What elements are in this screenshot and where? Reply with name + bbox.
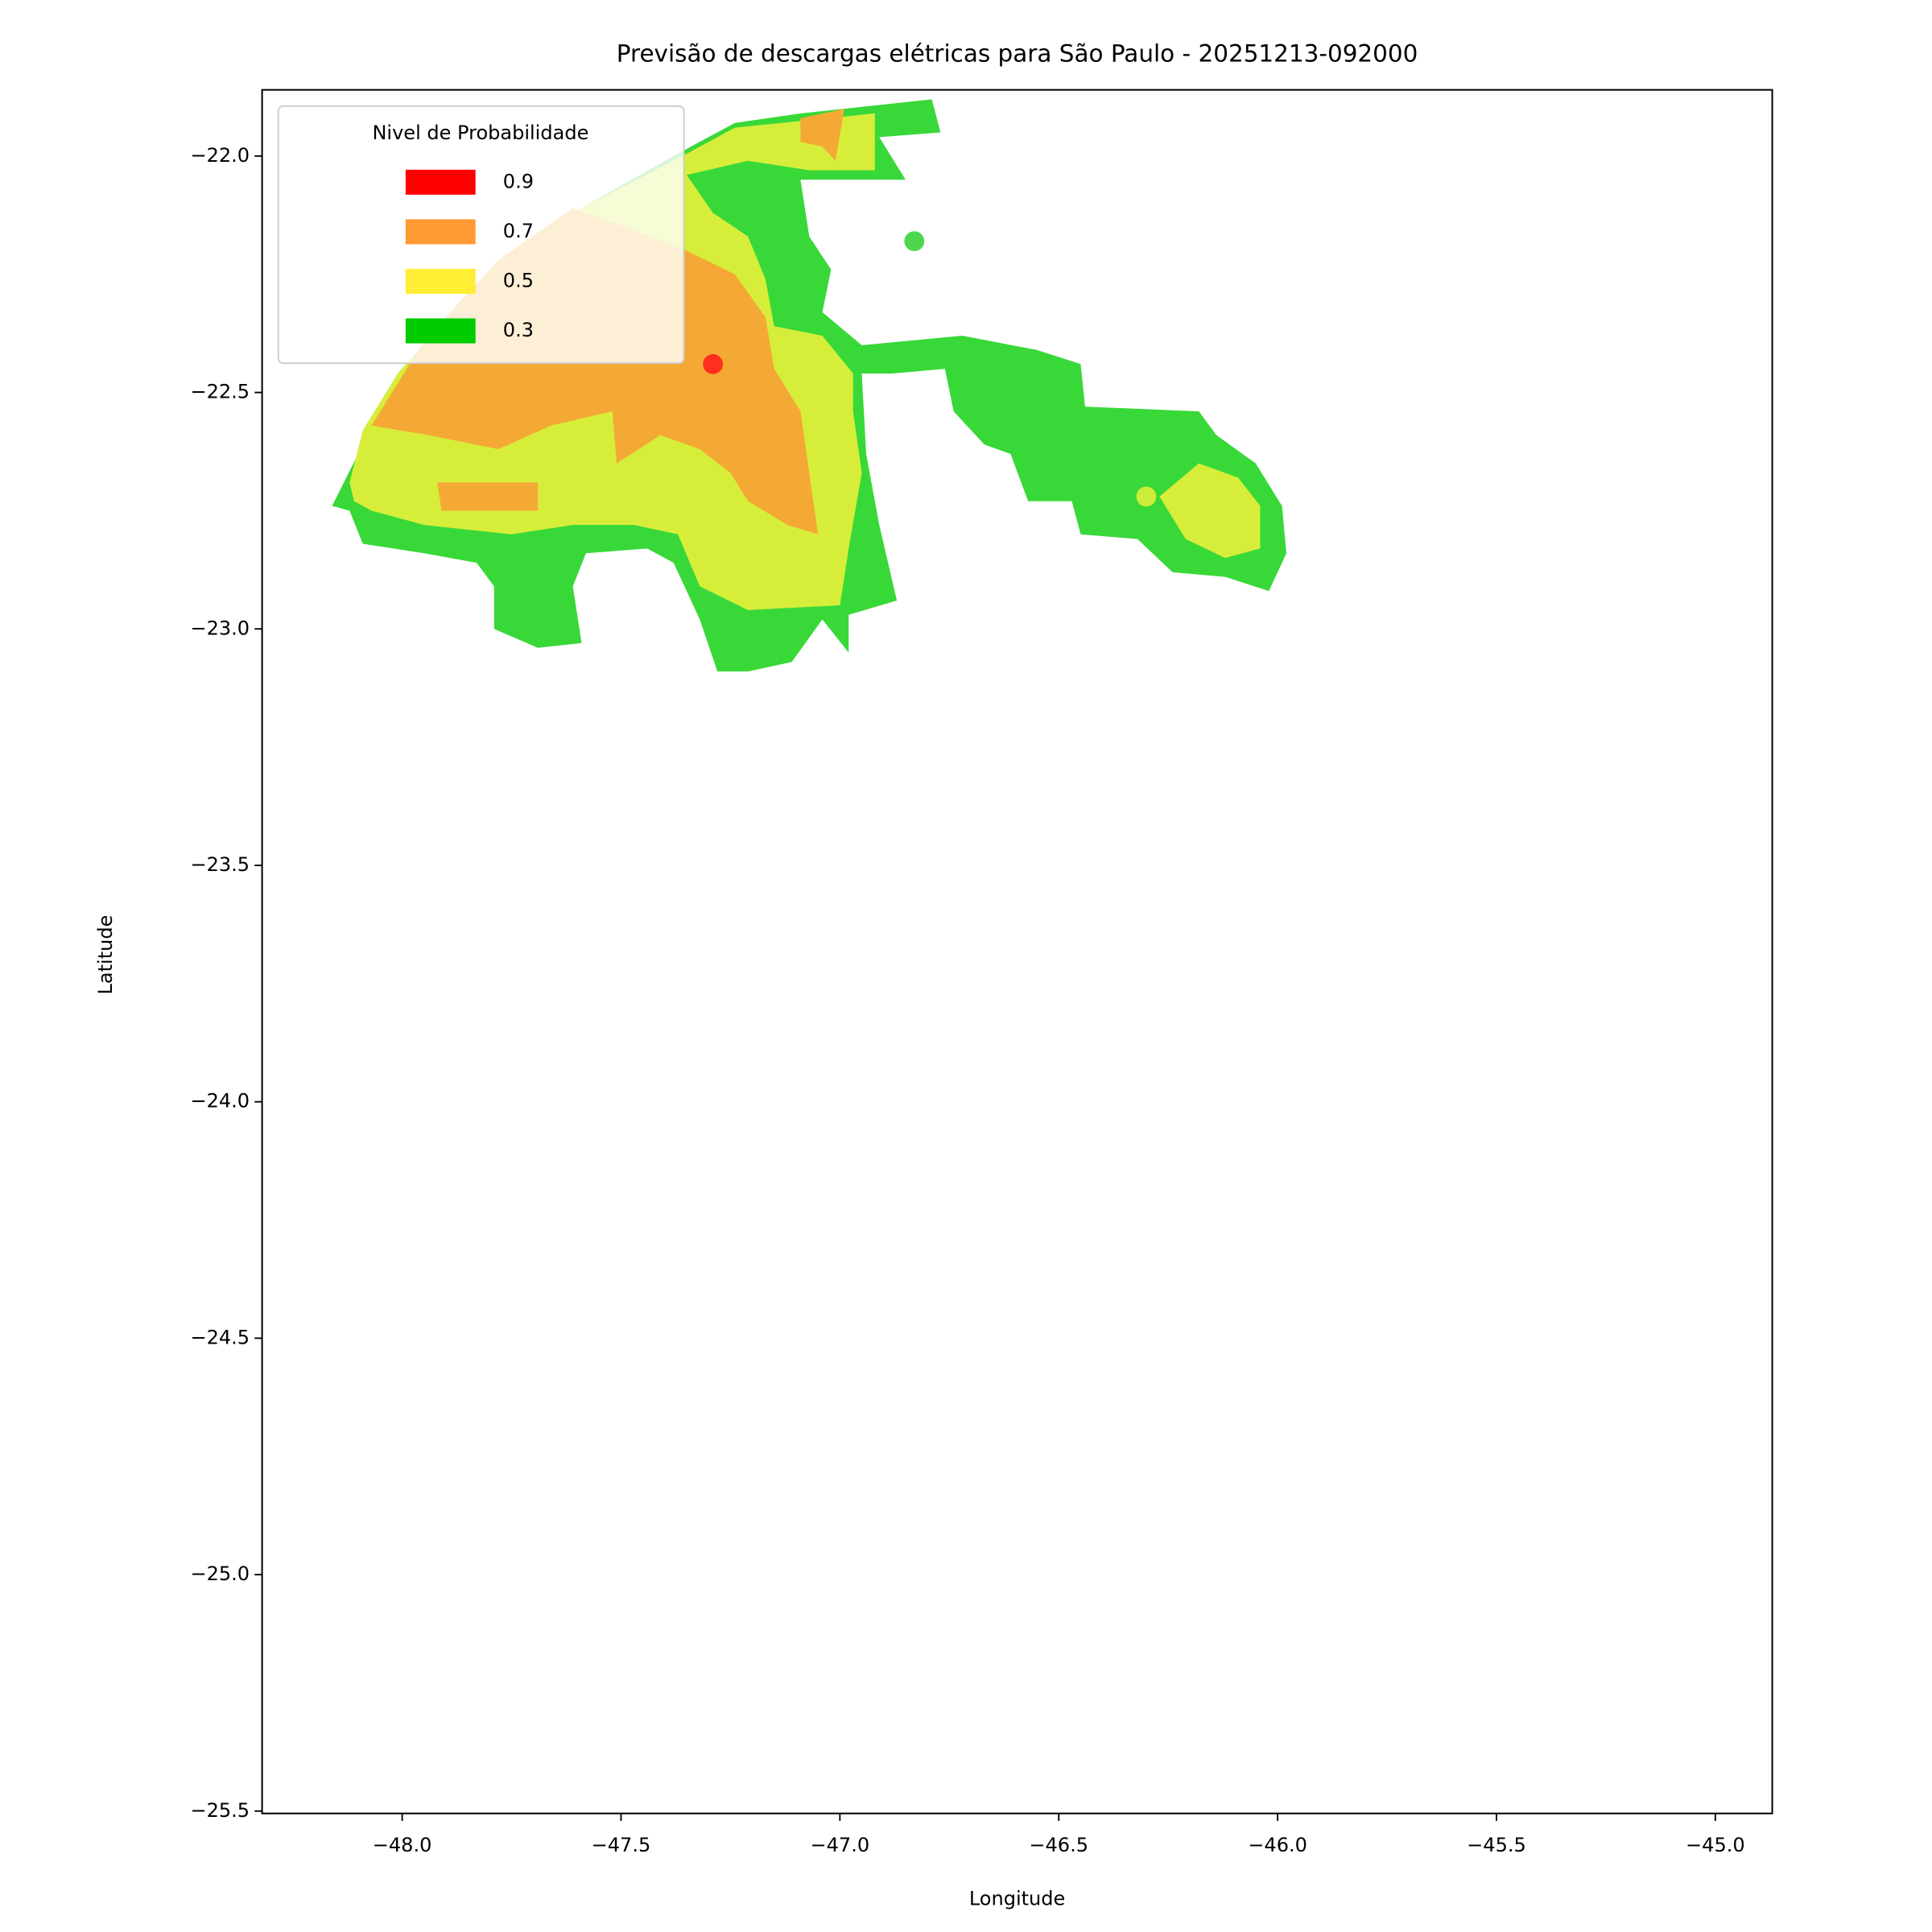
y-tick-label: −22.0 [190,144,250,167]
legend-label: 0.5 [503,269,534,291]
legend-swatch [405,169,476,195]
y-tick-label: −23.5 [190,853,250,876]
y-tick-label: −25.5 [190,1799,250,1822]
legend-swatch [405,219,476,245]
legend-box [277,105,685,365]
x-tick-label: −46.0 [1248,1834,1307,1856]
x-axis-label: Longitude [969,1888,1065,1910]
x-tick-label: −47.5 [592,1834,651,1856]
y-tick-label: −24.0 [190,1090,250,1113]
point [904,231,925,252]
x-tick-label: −46.5 [1029,1834,1088,1856]
x-tick-label: −45.5 [1467,1834,1526,1856]
legend-label: 0.3 [503,319,534,341]
y-axis-label: Latitude [94,915,117,995]
legend-label: 0.7 [503,220,534,242]
legend-swatch [405,268,476,294]
legend-swatch [405,318,476,344]
y-tick-label: −25.0 [190,1563,250,1585]
x-tick-label: −48.0 [373,1834,432,1856]
y-tick-label: −24.5 [190,1326,250,1348]
point [1136,486,1157,507]
chart-title: Previsão de descargas elétricas para São… [617,40,1418,68]
contour-region [437,482,539,511]
x-tick-label: −45.0 [1686,1834,1745,1856]
axes-frame [261,89,1773,1814]
y-tick-label: −23.0 [190,617,250,639]
y-tick-label: −22.5 [190,381,250,403]
legend-title: Nivel de Probabilidade [372,122,588,144]
x-tick-label: −47.0 [811,1834,870,1856]
contour-region [1159,463,1261,559]
contour-region [800,109,844,161]
legend-label: 0.9 [503,170,534,192]
point [703,353,724,374]
legend: Nivel de Probabilidade 0.9 0.7 0.5 0.3 [277,105,685,365]
